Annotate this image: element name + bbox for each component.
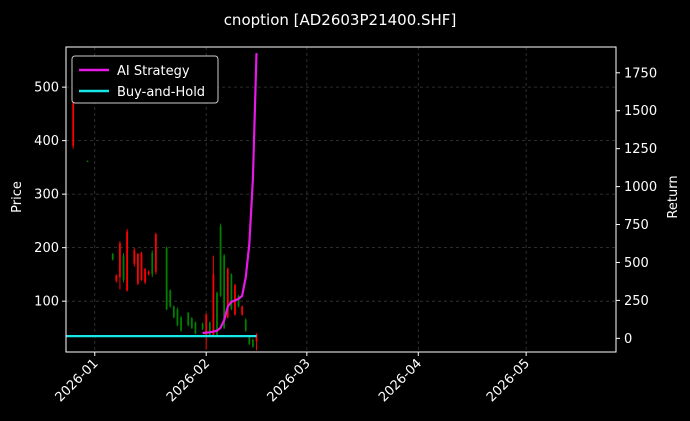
y2-tick-label: 1000 xyxy=(624,180,657,195)
y2-tick-label: 750 xyxy=(624,218,649,233)
y-tick-label: 100 xyxy=(34,295,59,310)
candle-body xyxy=(140,253,143,280)
legend-label-ai-strategy: AI Strategy xyxy=(117,64,190,79)
candle-body xyxy=(147,271,150,275)
candle-body xyxy=(223,255,226,328)
candle-body xyxy=(151,253,154,275)
candle-body xyxy=(144,269,146,283)
y-axis-label: Price xyxy=(10,181,25,213)
candle-body xyxy=(219,226,222,296)
candle-body xyxy=(86,160,89,162)
candle-body xyxy=(205,314,208,336)
candle-body xyxy=(133,250,136,264)
y2-tick-label: 1250 xyxy=(624,142,657,157)
candle-body xyxy=(119,243,121,278)
candle-body xyxy=(176,309,179,326)
candle-body xyxy=(237,295,240,307)
axes-frame xyxy=(65,46,617,353)
candle-body xyxy=(72,103,75,146)
candle-body xyxy=(172,306,175,318)
legend: AI Strategy Buy-and-Hold xyxy=(71,55,219,104)
y2-tick-label: 500 xyxy=(624,256,649,271)
candle-body xyxy=(208,322,211,336)
y-tick-label: 500 xyxy=(34,81,59,96)
candle-body xyxy=(244,319,247,331)
candle-body xyxy=(126,231,129,291)
candle-body xyxy=(216,293,218,336)
candle-body xyxy=(187,312,190,326)
candle-body xyxy=(111,254,114,260)
legend-label-buy-and-hold: Buy-and-Hold xyxy=(117,85,205,100)
candle-body xyxy=(169,290,172,307)
candle-body xyxy=(212,274,215,336)
y2-tick-label: 0 xyxy=(624,332,632,347)
candle-body xyxy=(248,337,251,344)
series-line-ai-strategy xyxy=(202,53,258,335)
candle-body xyxy=(241,306,244,315)
y-tick-label: 400 xyxy=(34,134,59,149)
candle-body xyxy=(194,322,197,334)
candle-body xyxy=(115,275,118,281)
candle-body xyxy=(190,318,193,328)
candle-body xyxy=(180,317,182,331)
y2-tick-label: 250 xyxy=(624,294,649,309)
y2-tick-label: 1750 xyxy=(624,66,657,81)
candle-body xyxy=(122,255,125,280)
candle-body xyxy=(154,234,157,272)
candle-body xyxy=(252,339,254,347)
candle-body xyxy=(255,334,258,342)
candle-body xyxy=(201,323,204,329)
y2-tick-label: 1500 xyxy=(624,104,657,119)
candle-body xyxy=(136,254,139,284)
candle-body xyxy=(226,269,229,318)
y-tick-label: 300 xyxy=(34,188,59,203)
y-tick-label: 200 xyxy=(34,241,59,256)
candle-body xyxy=(230,274,233,310)
candle-body xyxy=(165,247,168,310)
chart-title: cnoption [AD2603P21400.SHF] xyxy=(224,11,457,29)
y2-axis-label: Return xyxy=(666,175,681,218)
